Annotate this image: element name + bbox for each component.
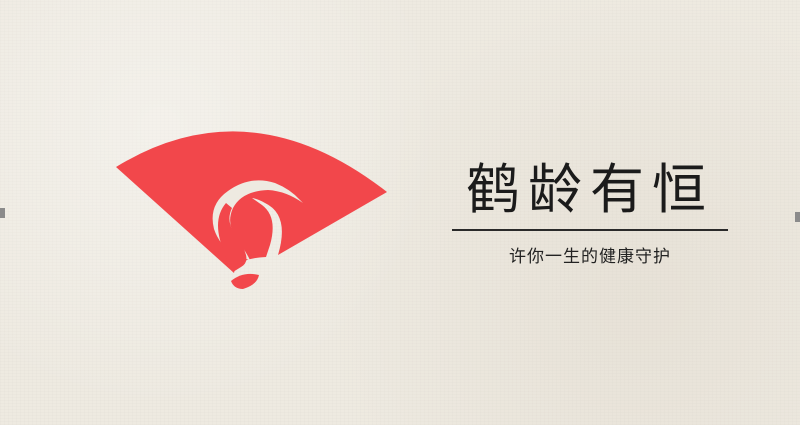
brand-slogan: 许你一生的健康守护 <box>509 247 671 267</box>
brand-block: 鹤龄有恒 许你一生的健康守护 <box>440 150 740 280</box>
divider-line <box>452 229 728 231</box>
fan-handle <box>231 273 259 289</box>
left-edge-mark <box>0 208 5 218</box>
fan-shape <box>116 131 387 273</box>
crane-body <box>218 203 247 272</box>
right-edge-mark <box>795 212 800 222</box>
brand-name: 鹤龄有恒 <box>466 158 714 221</box>
crane-fan-logo-icon <box>116 131 387 289</box>
